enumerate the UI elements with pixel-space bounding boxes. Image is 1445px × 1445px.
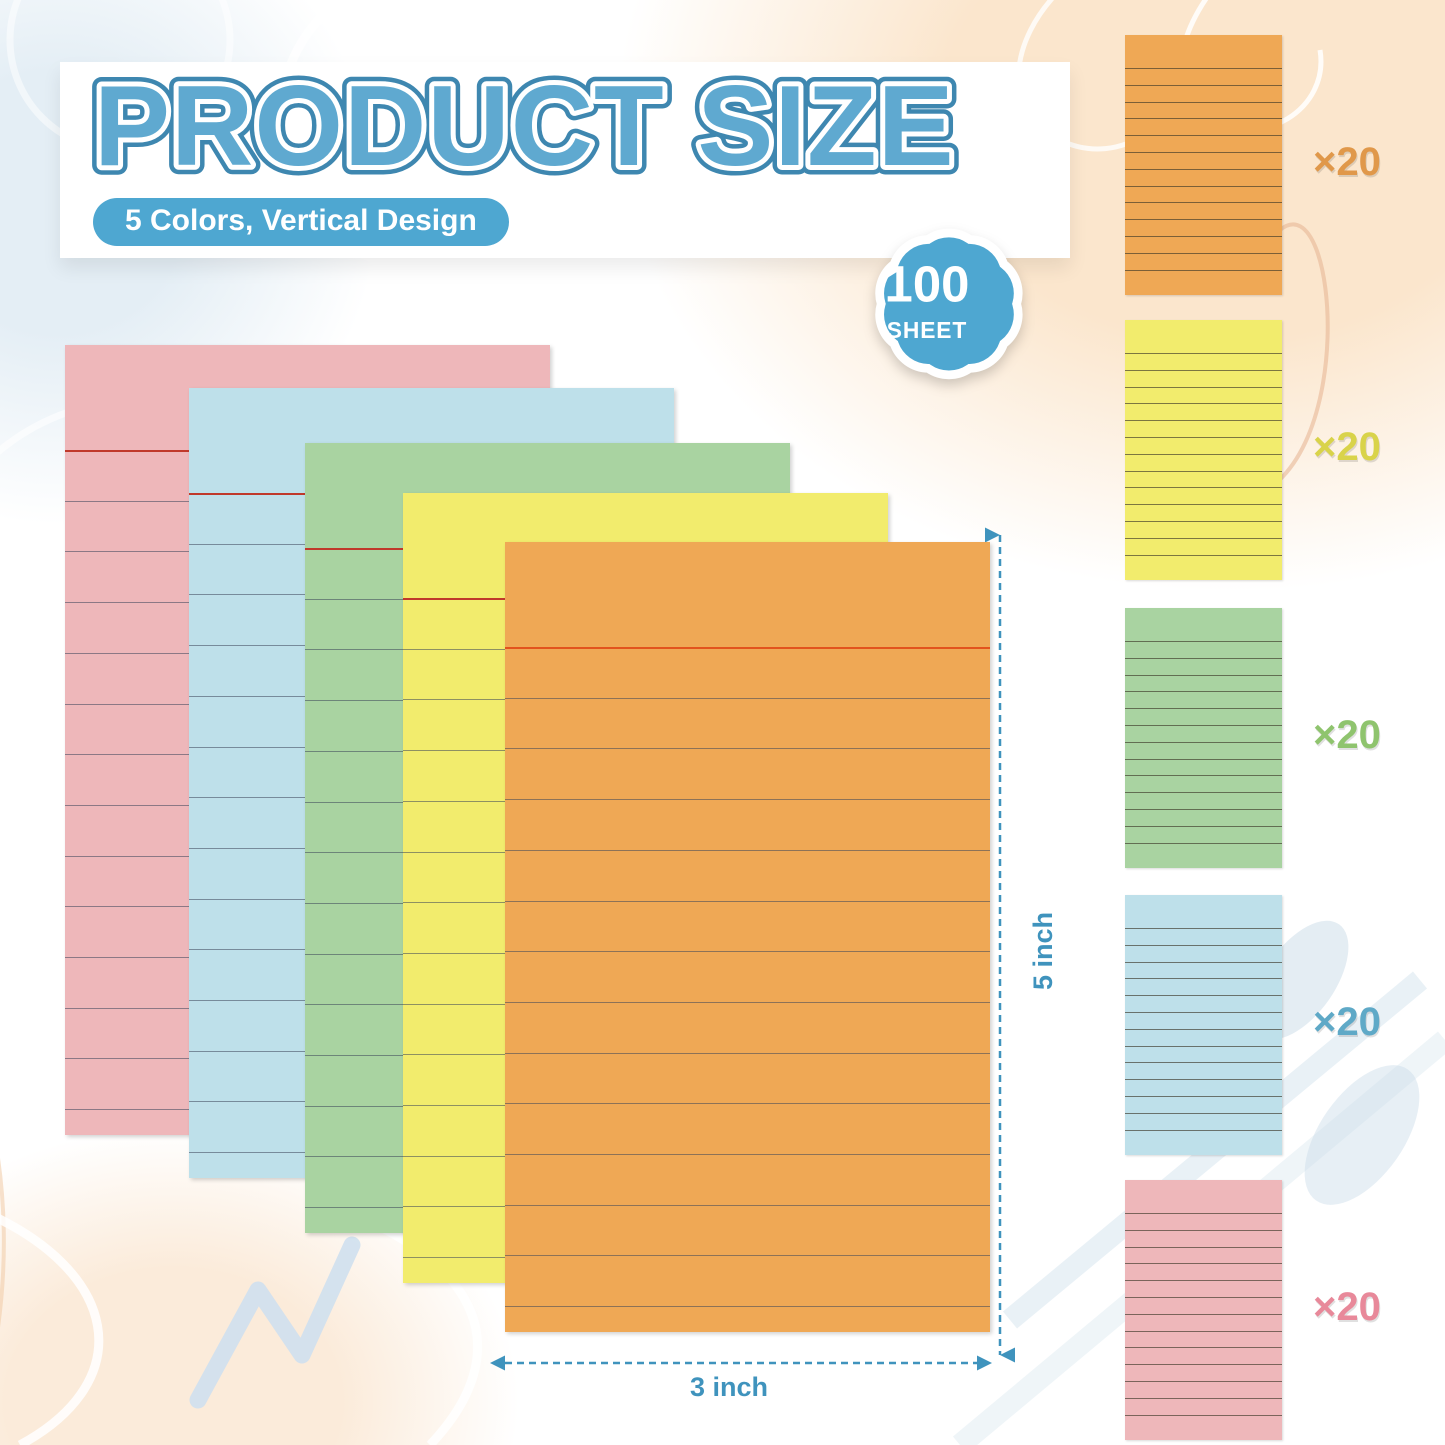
svg-text:SHEET: SHEET — [887, 317, 967, 343]
svg-text:100: 100 — [885, 255, 970, 312]
